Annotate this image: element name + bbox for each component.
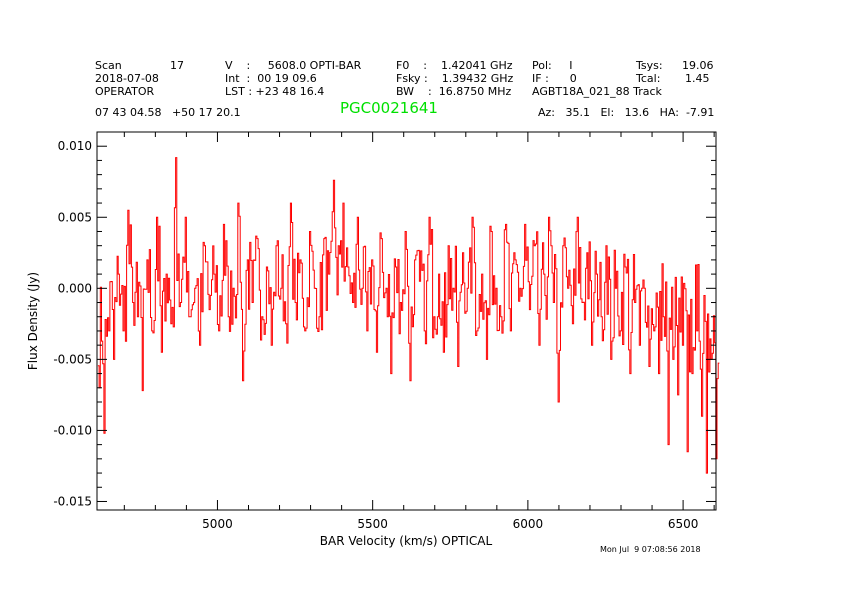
project: AGBT18A_021_88 Track — [532, 85, 662, 98]
plot-frame — [96, 131, 717, 511]
sky-frequency: Fsky : 1.39432 GHz — [396, 72, 514, 85]
scan-number: 17 — [170, 59, 184, 72]
scan-label: Scan — [95, 59, 122, 72]
y-tick-label: -0.005 — [53, 352, 92, 366]
polarization: Pol: I — [532, 59, 573, 72]
x-tick-label: 5500 — [357, 517, 388, 531]
lst: LST : +23 48 16.4 — [225, 85, 325, 98]
source-name: PGC0021641 — [340, 99, 438, 117]
tcal-value: 1.45 — [685, 72, 710, 85]
coordinates: 07 43 04.58 +50 17 20.1 — [95, 106, 241, 119]
if-number: IF : 0 — [532, 72, 577, 85]
x-axis-label: BAR Velocity (km/s) OPTICAL — [320, 534, 493, 548]
tsys-value: 19.06 — [682, 59, 714, 72]
spectrum-line — [97, 157, 720, 474]
x-tick-label: 5000 — [202, 517, 233, 531]
y-tick-label: -0.015 — [53, 494, 92, 508]
y-tick-label: 0.005 — [58, 210, 92, 224]
velocity: V : 5608.0 OPTI-BAR — [225, 59, 362, 72]
integration: Int : 00 19 09.6 — [225, 72, 317, 85]
tsys-label: Tsys: — [636, 59, 663, 72]
y-axis-label: Flux Density (Jy) — [26, 272, 40, 370]
x-tick-label: 6000 — [513, 517, 544, 531]
y-tick-label: 0.000 — [58, 281, 92, 295]
bandwidth: BW : 16.8750 MHz — [396, 85, 512, 98]
az-el-ha: Az: 35.1 El: 13.6 HA: -7.91 — [538, 106, 715, 119]
rest-frequency: F0 : 1.42041 GHz — [396, 59, 513, 72]
y-tick-label: -0.010 — [53, 423, 92, 437]
date: 2018-07-08 — [95, 72, 159, 85]
x-tick-label: 6500 — [668, 517, 699, 531]
observer: OPERATOR — [95, 85, 155, 98]
timestamp: Mon Jul 9 07:08:56 2018 — [600, 545, 701, 554]
y-tick-label: 0.010 — [58, 139, 92, 153]
tcal-label: Tcal: — [636, 72, 661, 85]
